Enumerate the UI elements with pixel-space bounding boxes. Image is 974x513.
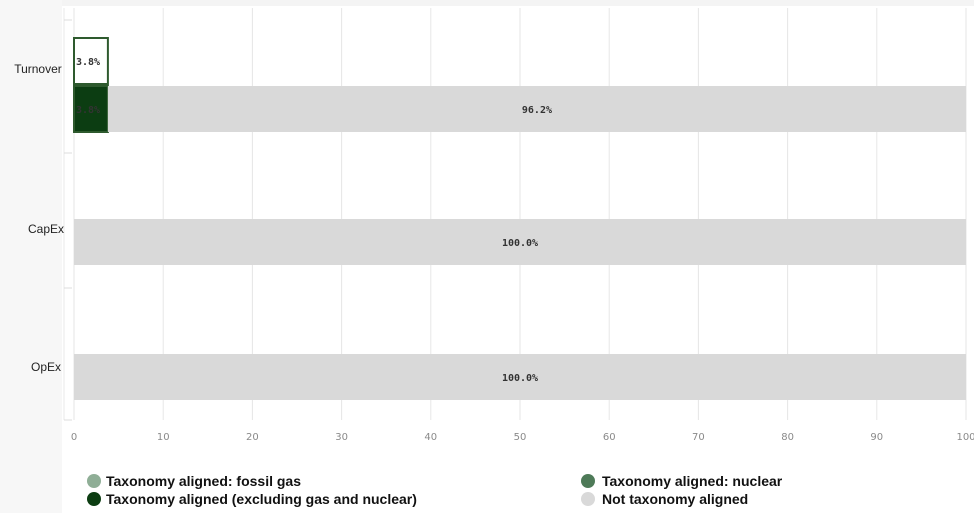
bars (73, 37, 967, 400)
category-label: Turnover (14, 62, 62, 76)
x-tick-labels: 0 10 20 30 40 50 60 70 80 90 100 (71, 432, 974, 443)
legend-label: Taxonomy aligned: nuclear (602, 473, 783, 489)
x-tick-label: 40 (424, 432, 437, 443)
bar-segment (74, 219, 966, 265)
bar-segment (73, 37, 109, 85)
bar-segment (73, 85, 109, 133)
legend-marker (87, 474, 101, 488)
x-tick-label: 10 (157, 432, 170, 443)
category-label: OpEx (31, 360, 61, 374)
bar-segment (107, 86, 967, 132)
legend-label: Not taxonomy aligned (602, 491, 748, 507)
data-labels: 3.8% 3.8% 96.2% 100.0% 100.0% (76, 57, 552, 384)
top-strip (62, 0, 974, 6)
legend: Taxonomy aligned: fossil gas Taxonomy ali… (87, 473, 783, 507)
data-label: 3.8% (76, 57, 100, 68)
x-tick-label: 100 (956, 432, 974, 443)
x-tick-label: 30 (335, 432, 348, 443)
legend-marker (581, 492, 595, 506)
grid (73, 8, 967, 420)
x-tick-label: 60 (603, 432, 616, 443)
x-tick-label: 90 (870, 432, 883, 443)
data-label: 96.2% (522, 105, 552, 116)
data-label: 100.0% (502, 373, 538, 384)
x-tick-label: 70 (692, 432, 705, 443)
legend-marker (87, 492, 101, 506)
legend-item: Not taxonomy aligned (581, 491, 748, 507)
legend-item: Taxonomy aligned: nuclear (581, 473, 783, 489)
y-axis (63, 8, 72, 421)
legend-item: Taxonomy aligned: fossil gas (87, 473, 301, 489)
data-label: 100.0% (502, 238, 538, 249)
legend-item: Taxonomy aligned (excluding gas and nucl… (87, 491, 417, 507)
left-panel (0, 0, 62, 513)
legend-label: Taxonomy aligned (excluding gas and nucl… (106, 491, 417, 507)
x-tick-label: 0 (71, 432, 77, 443)
legend-label: Taxonomy aligned: fossil gas (106, 473, 301, 489)
category-labels: Turnover CapEx OpEx (14, 62, 64, 374)
bar-segment (74, 354, 966, 400)
x-tick-label: 50 (514, 432, 527, 443)
category-label: CapEx (28, 222, 64, 236)
x-tick-label: 20 (246, 432, 259, 443)
legend-marker (581, 474, 595, 488)
x-tick-label: 80 (781, 432, 794, 443)
data-label: 3.8% (76, 105, 100, 116)
